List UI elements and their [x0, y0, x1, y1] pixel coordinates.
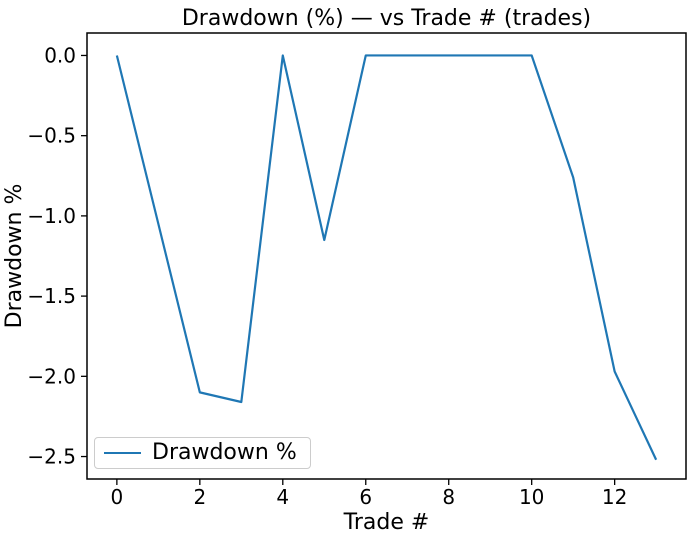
x-tick-label: 2 [193, 485, 206, 509]
y-tick-label: 0.0 [44, 43, 76, 67]
y-tick-label: −1.5 [27, 284, 76, 308]
chart-title: Drawdown (%) — vs Trade # (trades) [181, 6, 592, 31]
x-tick-label: 10 [519, 485, 544, 509]
x-tick-label: 12 [602, 485, 627, 509]
x-axis-ticks: 0 2 4 6 8 10 12 [110, 479, 627, 509]
y-tick-label: −0.5 [27, 124, 76, 148]
y-axis-ticks: 0.0 −0.5 −1.0 −1.5 −2.0 −2.5 [27, 43, 87, 469]
legend-label: Drawdown % [152, 440, 297, 465]
x-tick-label: 6 [359, 485, 372, 509]
legend-line-swatch [104, 452, 141, 454]
y-axis-label: Drawdown % [2, 183, 27, 329]
legend: Drawdown % [94, 437, 311, 469]
drawdown-series-line [115, 54, 658, 461]
y-tick-label: −2.5 [27, 445, 76, 469]
y-tick-label: −1.0 [27, 204, 76, 228]
x-tick-label: 0 [110, 485, 123, 509]
x-axis-label: Trade # [343, 510, 430, 535]
y-tick-label: −2.0 [27, 364, 76, 388]
plot-area [86, 32, 687, 480]
x-tick-label: 4 [276, 485, 289, 509]
x-tick-label: 8 [442, 485, 455, 509]
